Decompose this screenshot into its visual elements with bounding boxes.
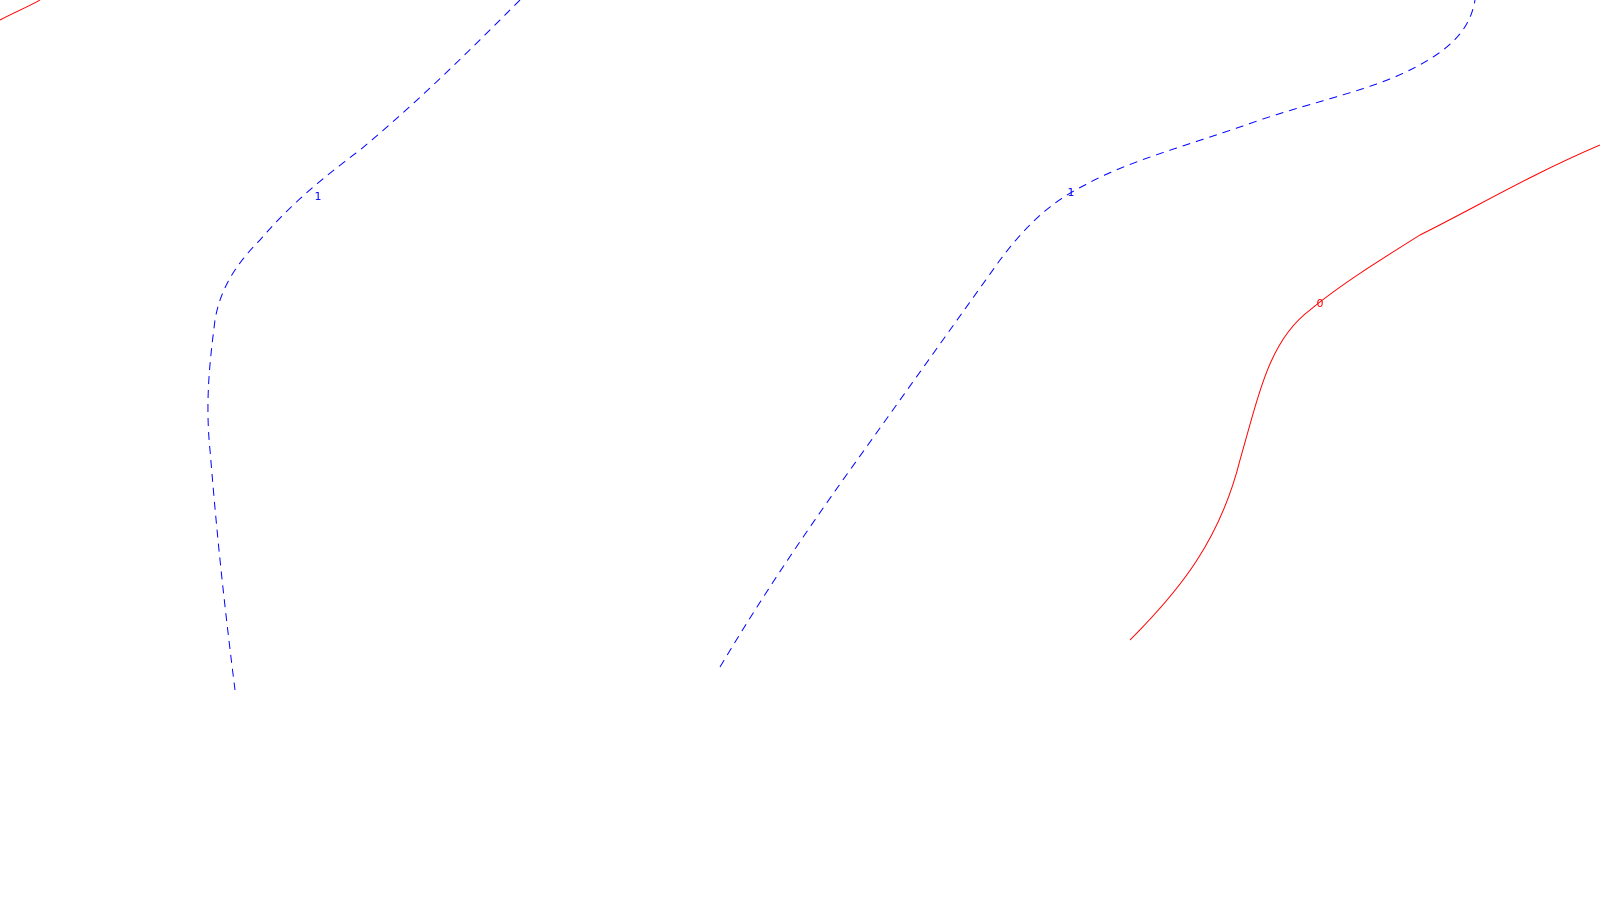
contour-line-blue-left: [207, 0, 521, 691]
contour-line-blue-middle: [719, 0, 1476, 668]
contour-line-red-right: [1129, 144, 1600, 641]
contour-label-left: 1: [315, 190, 322, 203]
contour-label-right: 0: [1317, 297, 1324, 310]
contour-label-middle: 1: [1068, 186, 1075, 199]
contour-line-red-topleft: [0, 0, 41, 21]
